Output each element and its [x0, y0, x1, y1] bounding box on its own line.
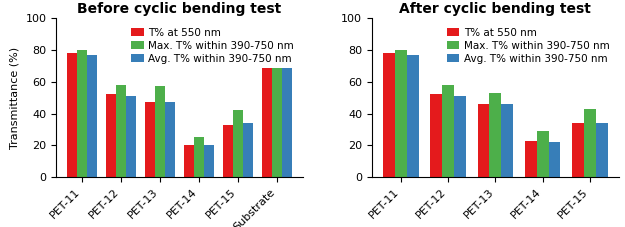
Bar	[106, 94, 116, 177]
Bar	[501, 104, 513, 177]
Bar	[596, 123, 608, 177]
Bar	[165, 102, 175, 177]
Legend: T% at 550 nm, Max. T% within 390-750 nm, Avg. T% within 390-750 nm: T% at 550 nm, Max. T% within 390-750 nm,…	[442, 23, 614, 68]
Bar	[146, 102, 155, 177]
Legend: T% at 550 nm, Max. T% within 390-750 nm, Avg. T% within 390-750 nm: T% at 550 nm, Max. T% within 390-750 nm,…	[127, 23, 298, 68]
Bar	[194, 137, 204, 177]
Bar	[272, 45, 282, 177]
Bar	[262, 42, 272, 177]
Bar	[87, 55, 97, 177]
Bar	[282, 44, 292, 177]
Bar	[233, 110, 243, 177]
Bar	[549, 142, 561, 177]
Title: Before cyclic bending test: Before cyclic bending test	[78, 2, 282, 16]
Bar	[572, 123, 584, 177]
Bar	[224, 125, 233, 177]
Bar	[584, 109, 596, 177]
Bar	[478, 104, 489, 177]
Bar	[395, 50, 407, 177]
Bar	[116, 85, 126, 177]
Bar	[383, 53, 395, 177]
Bar	[537, 131, 549, 177]
Bar	[525, 141, 537, 177]
Bar	[78, 50, 87, 177]
Bar	[442, 85, 454, 177]
Bar	[68, 53, 78, 177]
Y-axis label: Transmittance (%): Transmittance (%)	[10, 47, 20, 149]
Bar	[155, 86, 165, 177]
Bar	[407, 55, 419, 177]
Bar	[204, 145, 214, 177]
Bar	[431, 94, 442, 177]
Bar	[243, 123, 252, 177]
Bar	[454, 96, 466, 177]
Bar	[184, 145, 194, 177]
Bar	[126, 96, 136, 177]
Bar	[489, 93, 501, 177]
Title: After cyclic bending test: After cyclic bending test	[399, 2, 591, 16]
